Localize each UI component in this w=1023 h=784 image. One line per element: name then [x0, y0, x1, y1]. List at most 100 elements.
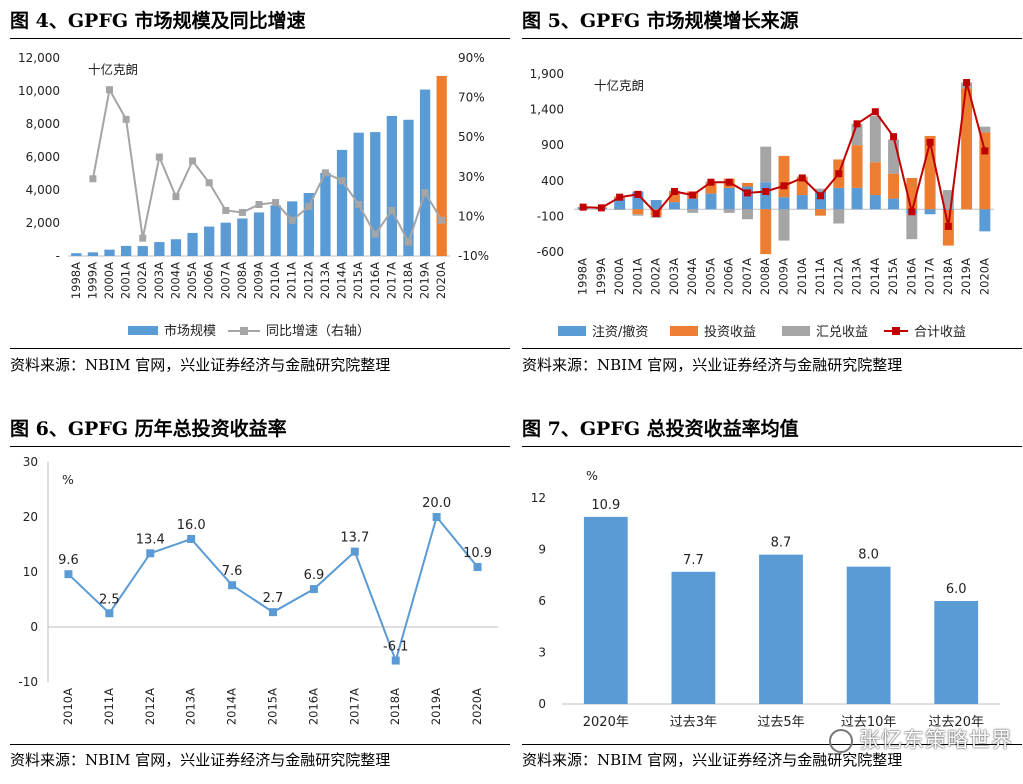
bar-average-return: [759, 554, 803, 704]
bar-segment-series-0: [888, 198, 900, 210]
legend-label-2: 汇兑收益: [816, 325, 868, 340]
marker-total-return: [981, 147, 989, 155]
x-tick-label: 1999A: [85, 262, 99, 299]
marker-growth-rate: [288, 216, 296, 224]
legend-swatch-1: [670, 326, 698, 336]
marker-total-return: [725, 178, 733, 186]
bar-segment-series-0: [760, 182, 772, 210]
marker-total-return: [579, 203, 587, 211]
marker-annual-return: [432, 513, 441, 521]
marker-total-return: [944, 222, 952, 230]
figure-5-bottom-rule: [522, 348, 1022, 349]
x-tick-label: 2011A: [285, 262, 299, 299]
figure-5-source: 资料来源：NBIM 官网，兴业证券经济与金融研究院整理: [522, 356, 903, 374]
y-tick-label: 20: [23, 510, 38, 524]
marker-total-return: [762, 187, 770, 195]
bar-market-size: [370, 132, 381, 256]
y-tick-label: 900: [541, 138, 564, 152]
marker-total-return: [670, 187, 678, 195]
legend-swatch-growth-marker: [240, 327, 248, 335]
marker-total-return: [634, 190, 642, 198]
y-left-tick-label: 6,000: [26, 150, 60, 164]
figure-7: 图 7、GPFG 总投资收益率均值 0 3 6 9 12% 10.9 7.7 8.7 8.0 6.…: [522, 414, 1022, 784]
unit-label: 十亿克朗: [88, 62, 138, 77]
y-tick-label: 0: [30, 620, 38, 634]
marker-annual-return: [269, 608, 277, 617]
figure-5-title: 图 5、GPFG 市场规模增长来源: [522, 10, 799, 32]
data-label: 6.0: [946, 582, 967, 597]
bar-segment-series-2: [632, 214, 644, 216]
bar-average-return: [671, 571, 716, 704]
x-tick-label: 2014A: [225, 688, 239, 725]
y-right-tick-label: 10%: [458, 209, 485, 223]
bar-segment-series-0: [979, 209, 991, 232]
bar-market-size: [237, 218, 248, 256]
bar-market-size: [436, 75, 447, 256]
y-tick-label: -100: [537, 209, 564, 223]
y-right-tick-label: 90%: [458, 51, 485, 65]
x-tick-label: 2000A: [612, 258, 626, 295]
y-left-tick-label: 4,000: [26, 183, 60, 197]
marker-annual-return: [105, 609, 114, 618]
bar-segment-series-2: [742, 209, 753, 220]
bar-market-size: [170, 239, 182, 256]
figure-5-top-rule: [522, 38, 1022, 39]
x-tick-label: 2011A: [102, 688, 116, 725]
bar-segment-series-1: [705, 182, 717, 194]
x-tick-label: 2014A: [335, 262, 349, 299]
figure-6-title: 图 6、GPFG 历年总投资收益率: [10, 418, 287, 440]
x-tick-label: 2013A: [850, 258, 864, 295]
data-label: 16.0: [177, 518, 206, 533]
data-label: 2.7: [263, 591, 284, 606]
y-left-tick-label: 8,000: [26, 117, 60, 131]
x-tick-label: 2009A: [252, 262, 266, 299]
bar-segment-series-0: [687, 198, 699, 210]
figure-5: 图 5、GPFG 市场规模增长来源 -600 -100 400 900 1,400 1,9…: [522, 6, 1022, 386]
x-tick-label: 2001A: [630, 258, 644, 295]
data-label: 13.7: [340, 531, 369, 546]
x-tick-label: 2009A: [777, 258, 791, 295]
bar-segment-series-0: [833, 187, 845, 210]
unit-label: %: [62, 472, 74, 487]
x-tick-label: 2010A: [61, 688, 75, 725]
bar-segment-series-2: [888, 139, 900, 174]
x-tick-label: 2001A: [119, 262, 133, 299]
x-tick-label: 2018A: [941, 258, 955, 295]
bar-segment-series-2: [760, 146, 772, 183]
marker-growth-rate: [172, 193, 180, 201]
figure-7-chart: 0 3 6 9 12% 10.9 7.7 8.7 8.0 6.0 2020年 过去3年 过去5年 过去10…: [531, 468, 1000, 730]
bar-market-size: [204, 226, 215, 256]
x-tick-label: 2019A: [429, 688, 443, 725]
marker-total-return: [871, 108, 879, 116]
x-tick-label: 2012A: [301, 262, 315, 299]
marker-growth-rate: [106, 86, 114, 94]
x-tick-label: 1998A: [576, 258, 590, 295]
x-tick-label: 2007A: [740, 258, 754, 295]
x-tick-label: 2012A: [831, 258, 845, 295]
bar-market-size: [386, 115, 398, 256]
x-tick-label: 2005A: [185, 262, 199, 299]
marker-growth-rate: [338, 177, 346, 185]
marker-growth-rate: [189, 157, 197, 165]
y-tick-label: -600: [537, 245, 564, 259]
figure-7-bottom-rule: [522, 744, 1022, 745]
bar-market-size: [403, 119, 414, 256]
marker-growth-rate: [404, 238, 412, 246]
marker-total-return: [963, 79, 971, 87]
x-tick-label: 2011A: [813, 258, 827, 295]
data-label: 13.4: [136, 532, 165, 547]
marker-growth-rate: [321, 169, 329, 177]
legend-label-0: 注资/撤资: [592, 324, 648, 340]
y-right-tick-label: -10%: [458, 249, 489, 263]
bar-segment-series-1: [742, 182, 753, 187]
marker-total-return: [890, 133, 898, 141]
x-tick-label: 2020A: [434, 262, 448, 299]
x-tick-label: 2015A: [351, 262, 365, 299]
bar-segment-series-1: [979, 132, 991, 210]
marker-growth-rate: [355, 201, 363, 209]
x-tick-label: 过去5年: [757, 715, 804, 730]
bar-segment-series-0: [796, 195, 808, 210]
data-label: -6.1: [383, 640, 408, 655]
bar-segment-series-2: [687, 209, 699, 213]
data-label: 10.9: [463, 546, 492, 561]
